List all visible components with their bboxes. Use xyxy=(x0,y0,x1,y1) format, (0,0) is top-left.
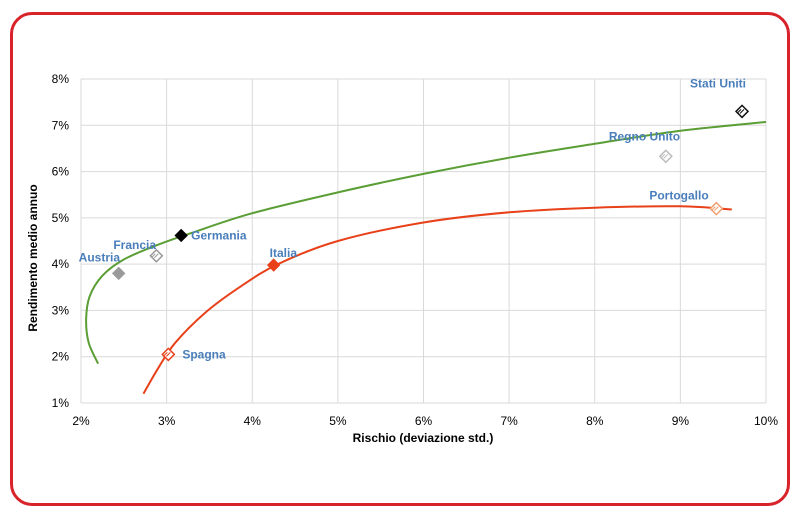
point-francia: Francia xyxy=(113,238,164,263)
x-tick-label: 6% xyxy=(415,414,433,428)
label-germania: Germania xyxy=(191,228,247,242)
y-tick-label: 5% xyxy=(52,211,70,225)
y-tick-label: 3% xyxy=(52,303,70,317)
marker-hatch xyxy=(710,206,716,211)
x-tick-label: 4% xyxy=(244,414,262,428)
x-tick-label: 10% xyxy=(754,414,778,428)
point-portogallo: Portogallo xyxy=(649,189,724,216)
x-tick-label: 2% xyxy=(72,414,90,428)
marker-hatch xyxy=(150,253,156,259)
red-frontier-curve xyxy=(142,205,732,395)
label-portogallo: Portogallo xyxy=(649,189,708,203)
marker-hatch xyxy=(660,153,666,159)
y-tick-label: 2% xyxy=(52,350,70,364)
x-tick-label: 7% xyxy=(500,414,518,428)
x-tick-label: 3% xyxy=(158,414,176,428)
x-tick-label: 8% xyxy=(586,414,604,428)
marker-italia xyxy=(266,258,281,272)
x-tick-label: 5% xyxy=(329,414,347,428)
y-tick-label: 6% xyxy=(52,165,70,179)
point-stati-uniti: Stati Uniti xyxy=(690,76,750,119)
gridlines xyxy=(80,78,767,404)
point-italia: Italia xyxy=(266,246,298,272)
marker-hatch xyxy=(739,109,745,114)
marker-germania xyxy=(174,228,188,243)
label-stati-uniti: Stati Uniti xyxy=(690,76,746,90)
y-axis-title: Rendimento medio annuo xyxy=(26,184,40,331)
chart-frame xyxy=(10,12,790,506)
label-regno-unito: Regno Unito xyxy=(609,129,680,143)
label-austria: Austria xyxy=(79,250,121,264)
green-frontier-curve xyxy=(85,121,767,365)
point-austria: Austria xyxy=(79,250,126,281)
country-points: Stati Uniti Regno Unito Portogallo Germania… xyxy=(79,76,750,362)
marker-hatch xyxy=(153,253,159,259)
label-spagna: Spagna xyxy=(182,347,226,361)
y-tick-label: 4% xyxy=(52,257,70,271)
y-tick-label: 8% xyxy=(52,72,70,86)
marker-hatch xyxy=(663,153,669,159)
frontier-curves xyxy=(85,121,767,395)
marker-hatch xyxy=(713,206,719,211)
label-italia: Italia xyxy=(270,246,298,260)
label-francia: Francia xyxy=(113,238,156,252)
marker-hatch xyxy=(165,352,171,357)
x-tick-label: 9% xyxy=(672,414,690,428)
point-regno-unito: Regno Unito xyxy=(609,129,680,164)
y-tick-label: 7% xyxy=(52,118,70,132)
point-spagna: Spagna xyxy=(161,347,226,362)
point-germania: Germania xyxy=(174,228,247,243)
y-tick-label: 1% xyxy=(52,396,70,410)
marker-hatch xyxy=(736,109,742,114)
tick-labels: 2% 3% 4% 5% 6% 7% 8% 9% 10%1%2%3%4%5%6%7%8% xyxy=(52,72,779,428)
marker-hatch xyxy=(162,352,168,357)
marker-austria xyxy=(111,266,126,281)
x-axis-title: Rischio (deviazione std.) xyxy=(353,431,494,445)
